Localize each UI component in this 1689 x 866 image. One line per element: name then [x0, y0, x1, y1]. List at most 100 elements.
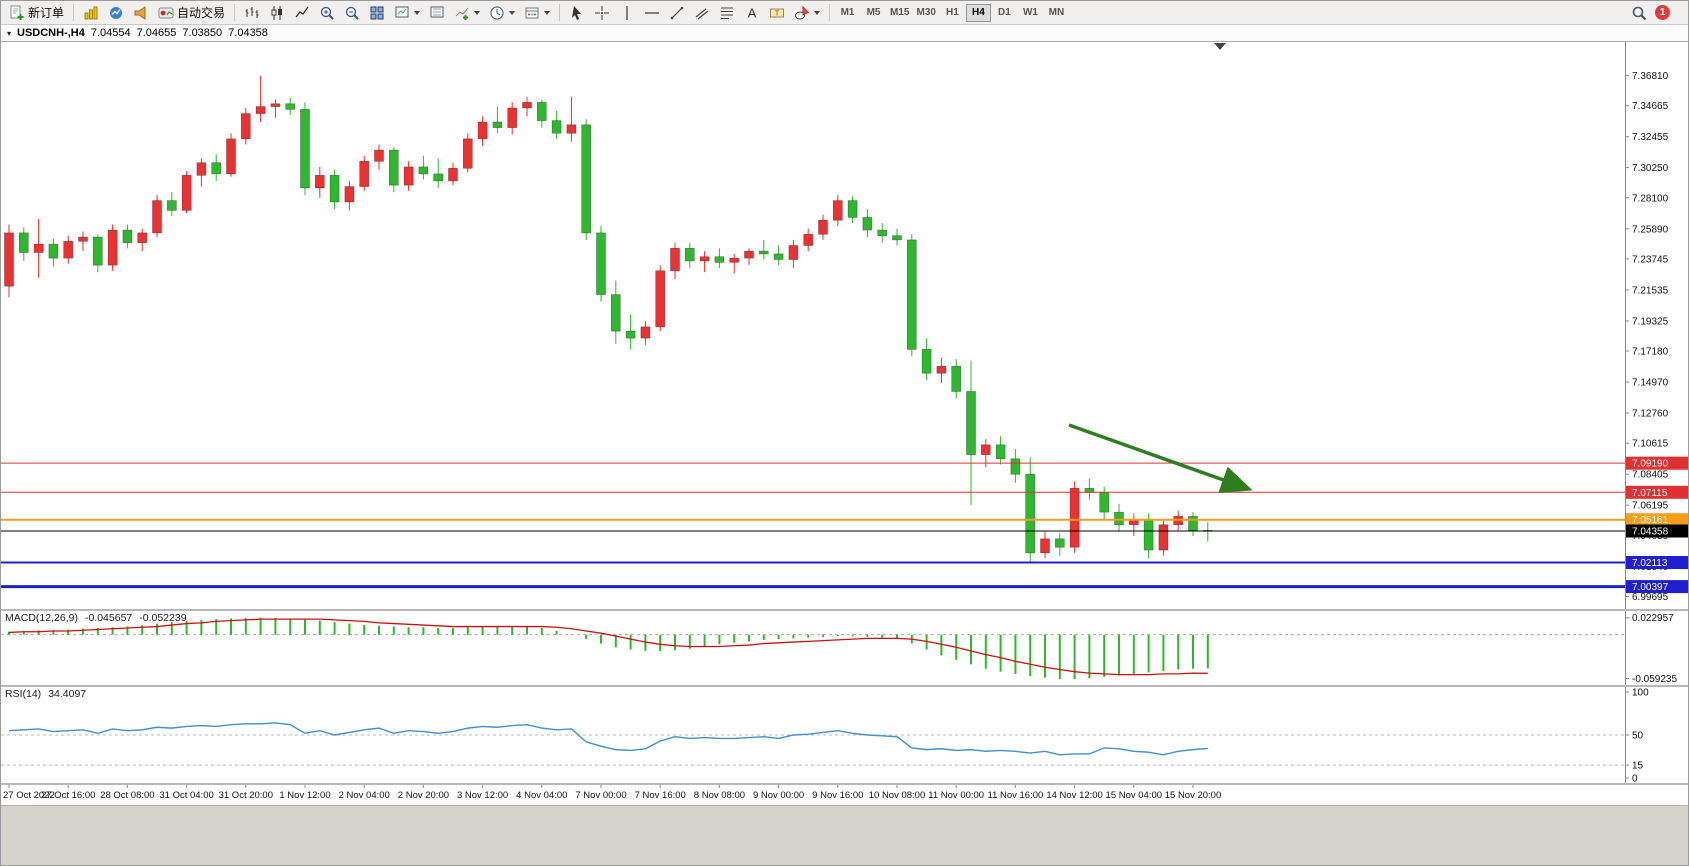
- news-icon: [133, 5, 149, 21]
- pane-separator[interactable]: [1, 609, 1688, 611]
- candle: [107, 224, 118, 271]
- candle: [211, 154, 221, 181]
- time-axis-label: 9 Nov 16:00: [812, 790, 863, 801]
- price-chart-pane[interactable]: 7.36810 7.34665 7.32455 7.30250 7.28100 7.258…: [1, 42, 1689, 609]
- auto-arrange-button[interactable]: [390, 2, 424, 23]
- timeframe-m15-button[interactable]: M15: [887, 4, 912, 22]
- candle: [1025, 457, 1035, 563]
- clock-icon: [489, 5, 505, 21]
- search-button[interactable]: [1627, 2, 1651, 23]
- bar-chart-button[interactable]: [240, 2, 264, 23]
- candle: [596, 225, 606, 302]
- price-axis-label: 7.23745: [1632, 254, 1669, 265]
- chart-shift-marker[interactable]: [1214, 43, 1226, 50]
- macd-pane[interactable]: 0.022957 -0.059235: [1, 611, 1689, 685]
- time-axis-label: 7 Nov 00:00: [575, 790, 626, 801]
- align-charts-button[interactable]: [425, 2, 449, 23]
- price-axis-label: 7.32455: [1632, 132, 1669, 143]
- timeframe-m30-button[interactable]: M30: [913, 4, 938, 22]
- autotrading-button[interactable]: 自动交易: [154, 2, 229, 23]
- period-button[interactable]: [485, 2, 519, 23]
- candle: [270, 99, 281, 118]
- candle: [78, 231, 88, 252]
- time-axis-label: 31 Oct 20:00: [219, 790, 273, 801]
- candle: [625, 314, 636, 350]
- dropdown-caret-icon: [414, 10, 421, 15]
- candle: [1114, 503, 1124, 532]
- trendline-button[interactable]: [665, 2, 689, 23]
- rsi-axis-label: 50: [1632, 731, 1644, 742]
- add-indicator-button[interactable]: [450, 2, 484, 23]
- fibonacci-button[interactable]: [715, 2, 739, 23]
- timeframe-h1-button[interactable]: H1: [940, 4, 965, 22]
- horizontal-line-button[interactable]: [640, 2, 664, 23]
- text-button[interactable]: A: [740, 2, 764, 23]
- fibonacci-icon: [719, 5, 735, 21]
- timeframe-w1-button[interactable]: W1: [1018, 4, 1043, 22]
- candle: [241, 107, 251, 145]
- crosshair-icon: [594, 5, 610, 21]
- timeframe-h4-button[interactable]: H4: [965, 3, 991, 22]
- zoom-in-button[interactable]: [315, 2, 339, 23]
- price-line-badge: [1626, 580, 1688, 594]
- timeframe-m1-button[interactable]: M1: [835, 4, 860, 22]
- crosshair-button[interactable]: [590, 2, 614, 23]
- cursor-icon: [569, 5, 585, 21]
- line-chart-icon: [294, 5, 310, 21]
- price-axis-label: 7.17180: [1632, 347, 1669, 358]
- timeframe-m5-button[interactable]: M5: [861, 4, 886, 22]
- new-order-button[interactable]: 新订单: [5, 2, 68, 23]
- pane-separator[interactable]: [1, 685, 1688, 687]
- time-axis-label: 1 Nov 12:00: [279, 790, 330, 801]
- candle: [1040, 531, 1050, 559]
- candle: [862, 209, 873, 238]
- line-chart-button[interactable]: [290, 2, 314, 23]
- charts-button[interactable]: [79, 2, 103, 23]
- price-axis-label: 7.30250: [1632, 163, 1669, 174]
- price-line-badge: [1626, 513, 1688, 527]
- candle: [892, 228, 902, 246]
- vertical-line-button[interactable]: [615, 2, 639, 23]
- candle: [803, 228, 814, 252]
- dropdown-caret-icon: [474, 10, 481, 15]
- channel-button[interactable]: [690, 2, 714, 23]
- news-button[interactable]: [129, 2, 153, 23]
- template-icon: [524, 5, 540, 21]
- symbol-dropdown-icon[interactable]: ▾: [7, 28, 12, 38]
- trend-arrow[interactable]: [1068, 423, 1253, 493]
- timeframe-mn-button[interactable]: MN: [1044, 4, 1069, 22]
- tile-windows-button[interactable]: [365, 2, 389, 23]
- market-watch-button[interactable]: [104, 2, 128, 23]
- new-order-button-label: 新订单: [28, 6, 65, 20]
- candle: [936, 357, 947, 384]
- time-axis-label: 2 Nov 04:00: [339, 790, 390, 801]
- candle: [388, 147, 399, 193]
- shapes-button[interactable]: [790, 2, 824, 23]
- price-axis-label: 7.06195: [1632, 501, 1669, 512]
- candlestick-chart-button[interactable]: [265, 2, 289, 23]
- align-icon: [429, 5, 445, 21]
- price-axis-label: 7.34665: [1632, 101, 1669, 112]
- hline-icon: [644, 5, 660, 21]
- notification-badge[interactable]: 1: [1655, 5, 1670, 20]
- cursor-button[interactable]: [565, 2, 589, 23]
- template-button[interactable]: [520, 2, 554, 23]
- rsi-axis-label: 100: [1632, 688, 1649, 699]
- candle: [773, 245, 784, 266]
- svg-text:T: T: [775, 10, 780, 17]
- rsi-pane[interactable]: 100 50 15 0: [1, 687, 1689, 783]
- macd-axis-label: 0.022957: [1632, 613, 1674, 624]
- timeframe-d1-button[interactable]: D1: [992, 4, 1017, 22]
- candle: [729, 253, 740, 274]
- time-axis-label: 8 Nov 08:00: [694, 790, 745, 801]
- pane-separator[interactable]: [1, 783, 1688, 785]
- candle: [507, 102, 518, 135]
- candle: [181, 171, 192, 214]
- time-axis-label: 11 Nov 16:00: [987, 790, 1043, 801]
- zoom-out-button[interactable]: [340, 2, 364, 23]
- tile-windows-icon: [369, 5, 385, 21]
- ohlc-high: 7.04655: [136, 27, 177, 39]
- text-label-button[interactable]: T: [765, 2, 789, 23]
- candle: [285, 98, 296, 115]
